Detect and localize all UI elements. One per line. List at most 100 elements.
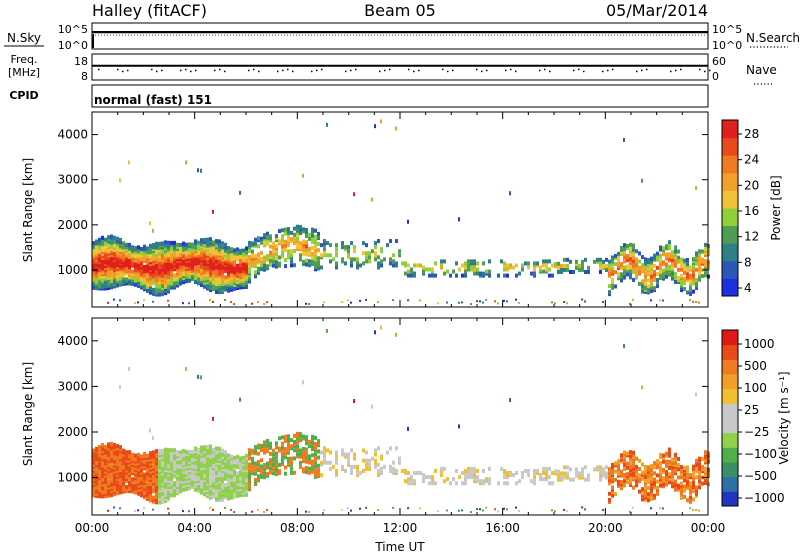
echo-cell: [647, 485, 650, 490]
echo-cell: [248, 273, 251, 278]
echo-cell: [161, 477, 164, 482]
echo-cell: [173, 452, 176, 457]
echo-cell: [200, 445, 203, 450]
echo-cell: [242, 278, 245, 283]
echo-cell: [137, 261, 140, 266]
echo-cell: [239, 283, 242, 288]
echo-cell: [209, 479, 212, 484]
echo-cell: [116, 478, 119, 483]
echo-cell: [185, 456, 188, 461]
echo-cell: [185, 464, 188, 469]
echo-cell: [671, 480, 674, 485]
echo-cell: [122, 477, 125, 482]
echo-cell: [95, 493, 98, 498]
echo-cell: [260, 238, 263, 243]
echo-cell: [152, 259, 155, 264]
echo-cell: [236, 471, 239, 476]
echo-cell: [224, 485, 227, 490]
echo-cell: [128, 273, 131, 278]
echo-cell: [671, 258, 674, 263]
echo-cell: [158, 278, 161, 283]
echo-cell: [269, 451, 272, 456]
echo-cell: [125, 462, 128, 467]
echo-cell: [314, 472, 317, 477]
echo-cell: [278, 469, 281, 474]
echo-cell: [209, 489, 212, 494]
echo-cell: [284, 434, 287, 439]
echo-cell: [101, 245, 104, 250]
echo-cell: [623, 255, 626, 260]
echo-cell: [119, 264, 122, 269]
echo-cell: [245, 284, 248, 289]
echo-cell: [92, 479, 95, 484]
echo-cell: [365, 506, 367, 509]
echo-cell: [464, 477, 467, 482]
echo-cell: [167, 466, 170, 471]
echo-cell: [95, 483, 98, 488]
echo-cell: [146, 490, 149, 495]
echo-cell: [143, 454, 146, 459]
echo-cell: [128, 269, 131, 274]
echo-cell: [212, 472, 215, 477]
echo-cell: [158, 467, 161, 472]
echo-cell: [257, 236, 260, 241]
echo-cell: [623, 243, 626, 248]
echo-cell: [128, 460, 131, 465]
echo-cell: [242, 285, 245, 290]
echo-cell: [476, 261, 479, 266]
echo-cell: [527, 473, 530, 478]
echo-cell: [140, 462, 143, 467]
echo-cell: [158, 282, 161, 287]
echo-cell: [644, 285, 647, 290]
echo-cell: [284, 451, 287, 456]
echo-cell: [146, 256, 149, 261]
echo-cell: [101, 482, 104, 487]
echo-cell: [650, 256, 653, 261]
echo-cell: [395, 468, 398, 473]
echo-cell: [542, 466, 545, 471]
echo-cell: [239, 248, 242, 253]
nave-dot: [578, 68, 580, 71]
echo-cell: [647, 257, 650, 262]
echo-cell: [137, 454, 140, 459]
echo-cell: [620, 249, 623, 254]
echo-cell: [152, 271, 155, 276]
echo-cell: [305, 244, 308, 249]
echo-cell: [215, 245, 218, 250]
echo-cell: [626, 471, 629, 476]
echo-cell: [158, 477, 161, 482]
echo-cell: [248, 261, 251, 266]
echo-cell: [608, 481, 611, 486]
echo-cell: [608, 267, 611, 272]
echo-cell: [173, 285, 176, 290]
echo-cell: [110, 491, 113, 496]
echo-cell: [647, 494, 650, 499]
echo-cell: [107, 452, 110, 457]
echo-cell: [218, 497, 221, 502]
echo-cell: [617, 479, 620, 484]
echo-cell: [158, 455, 161, 460]
echo-cell: [698, 277, 701, 282]
echo-cell: [347, 245, 350, 250]
echo-cell: [662, 246, 665, 251]
echo-cell: [98, 471, 101, 476]
echo-cell: [569, 477, 572, 482]
echo-cell: [542, 470, 545, 475]
echo-cell: [191, 273, 194, 278]
echo-cell: [212, 449, 215, 454]
echo-cell: [200, 375, 202, 380]
echo-cell: [245, 459, 248, 464]
echo-cell: [167, 244, 170, 249]
echo-cell: [224, 246, 227, 251]
echo-cell: [191, 260, 194, 265]
echo-cell: [476, 508, 478, 511]
echo-cell: [101, 465, 104, 470]
echo-cell: [188, 482, 191, 487]
echo-cell: [173, 255, 176, 260]
echo-cell: [323, 448, 326, 453]
echo-cell: [230, 485, 233, 490]
nave-dot: [287, 68, 289, 71]
echo-cell: [242, 484, 245, 489]
echo-cell: [518, 301, 520, 304]
echo-cell: [671, 250, 674, 255]
